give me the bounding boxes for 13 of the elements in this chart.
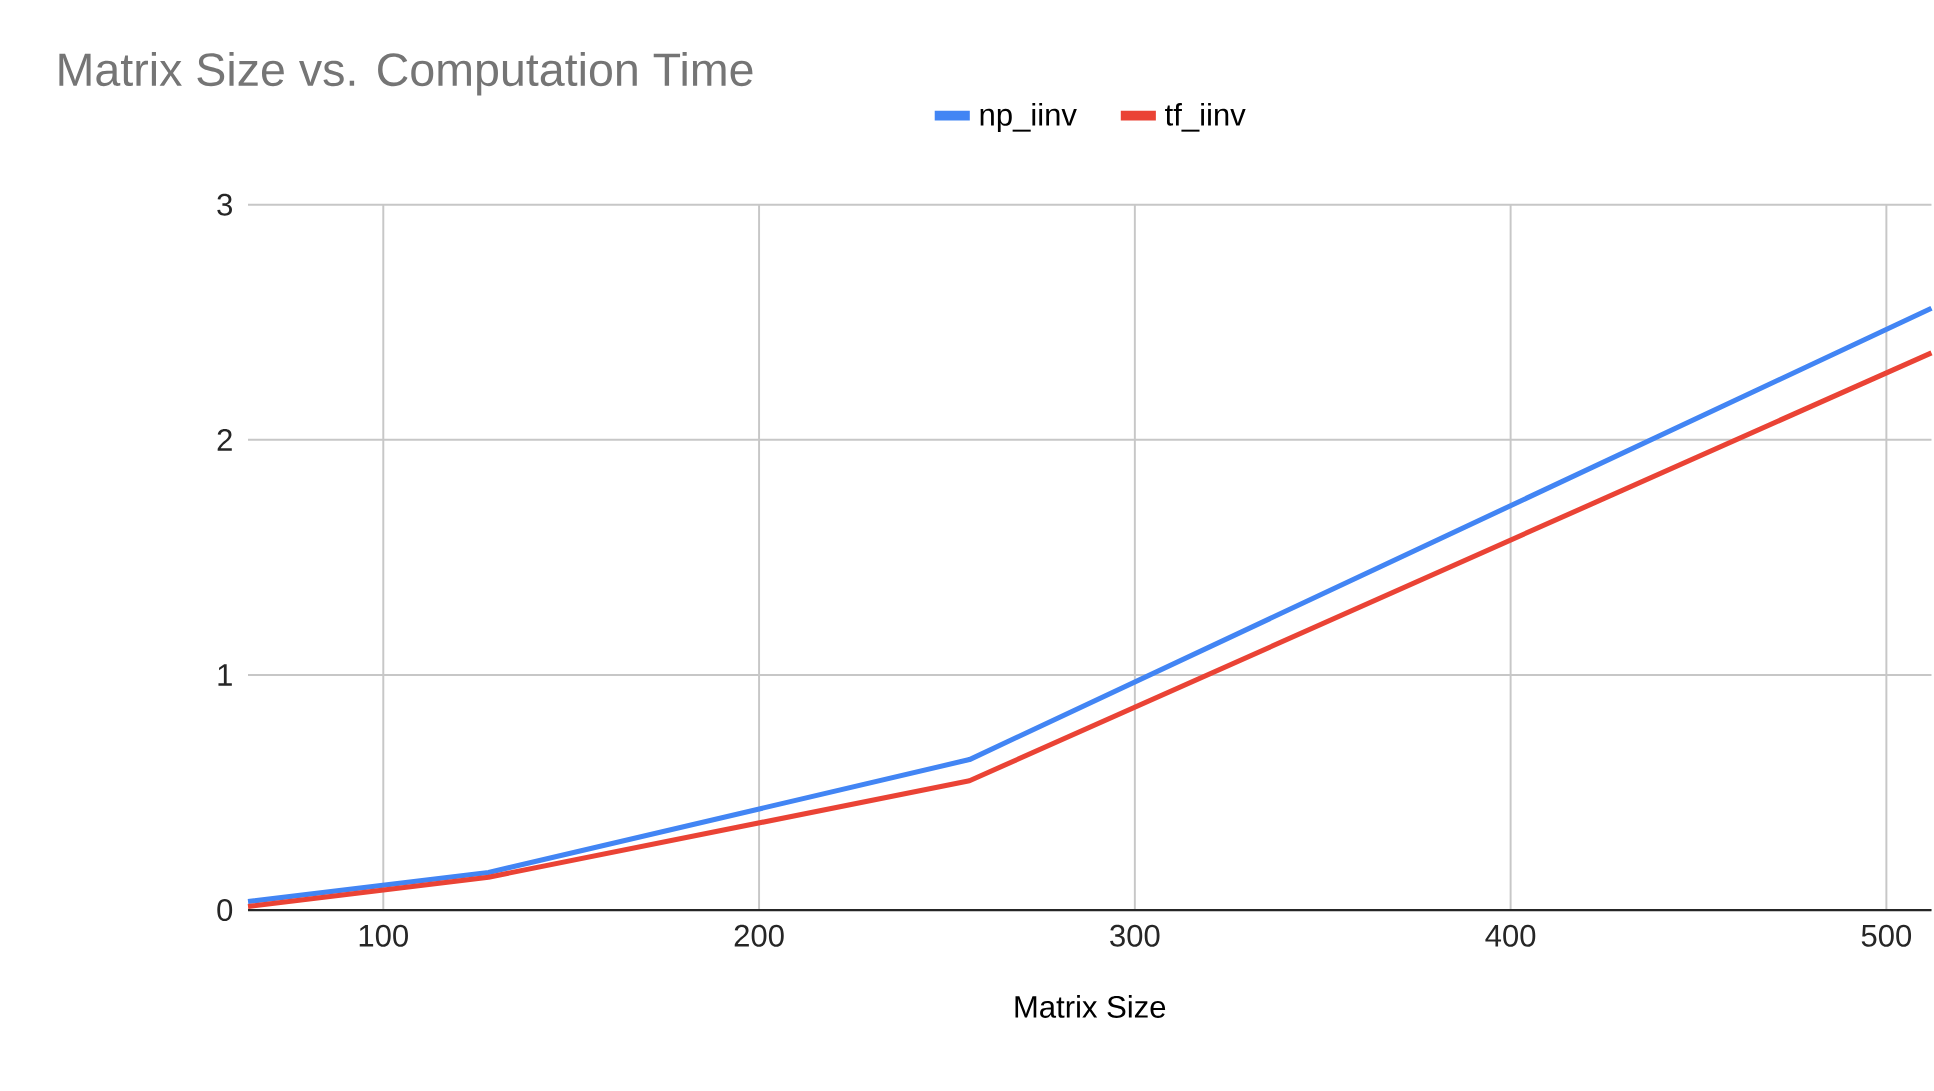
y-tick-label: 0 — [217, 899, 233, 922]
y-tick-label: 3 — [217, 193, 232, 216]
legend-label: np_iinv — [980, 102, 1077, 132]
x-tick-label: 200 — [734, 924, 784, 947]
x-tick-label: 500 — [1861, 924, 1912, 947]
chart-title: Matrix Size vs. Computation Time — [59, 51, 753, 96]
legend-label: tf_iinv — [1165, 102, 1246, 132]
y-tick-label: 2 — [217, 428, 232, 451]
x-tick-label: 400 — [1485, 924, 1536, 947]
y-tick-label: 1 — [218, 664, 232, 686]
x-tick-label: 100 — [359, 924, 408, 947]
x-axis-title: Matrix Size — [1015, 995, 1166, 1018]
x-tick-label: 300 — [1110, 924, 1160, 947]
